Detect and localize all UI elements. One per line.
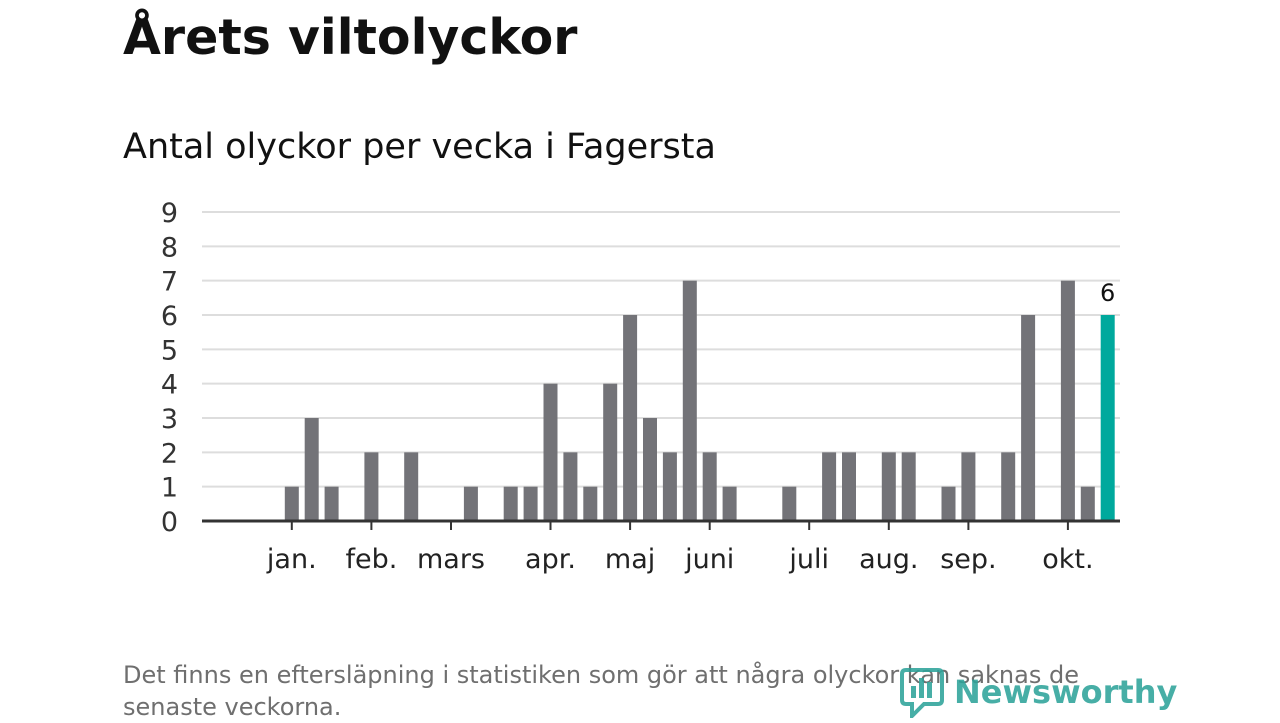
bar-week-7 [364,452,379,521]
bar-week-42 [1060,280,1075,521]
bar-week-4 [304,418,319,521]
y-tick-label-8: 8 [161,232,178,263]
bar-week-34 [901,452,916,521]
data-label-highlight: 6 [1100,279,1115,307]
bar-week-36 [941,486,956,521]
chart-title: Årets viltolyckor [123,9,578,66]
newsworthy-logo: Newsworthy [900,666,1177,718]
y-tick-label-6: 6 [161,301,178,332]
x-tick-label-sep.: sep. [940,544,996,575]
y-tick-label-9: 9 [161,198,178,229]
bar-week-43 [1080,486,1095,521]
x-tick-label-aug.: aug. [859,544,918,575]
x-tick-label-maj: maj [605,544,655,575]
bar-week-44 [1100,315,1115,521]
newsworthy-logo-icon [900,668,944,718]
bar-week-37 [961,452,976,521]
bar-week-39 [1001,452,1016,521]
bar-week-20 [623,315,638,521]
bar-week-40 [1021,315,1036,521]
y-tick-label-0: 0 [161,507,178,538]
y-tick-label-7: 7 [161,267,178,298]
grid-lines [202,211,1120,488]
bar-week-17 [563,452,578,521]
newsworthy-logo-text: Newsworthy [954,673,1178,711]
bar-week-3 [284,486,299,521]
y-axis-ticks: 01 234 567 89 [161,198,178,538]
bar-week-18 [583,486,598,521]
bar-week-22 [662,452,677,521]
y-tick-label-4: 4 [161,370,178,401]
bar-week-25 [722,486,737,521]
bars [284,280,1115,521]
chart-subtitle: Antal olyckor per vecka i Fagersta [123,127,716,167]
bar-week-14 [503,486,518,521]
bar-week-31 [842,452,856,521]
x-tick-label-feb.: feb. [345,544,397,575]
x-tick-label-juni: juni [684,544,734,575]
y-tick-label-2: 2 [161,438,178,469]
x-tick-label-jan.: jan. [266,544,317,575]
y-tick-label-3: 3 [161,404,178,435]
bar-week-24 [702,452,717,521]
bar-week-9 [404,452,419,521]
bar-week-15 [523,486,538,521]
bar-week-19 [603,383,618,521]
x-tick-label-apr.: apr. [525,544,576,575]
x-tick-label-mars: mars [417,544,485,575]
bar-week-5 [324,486,339,521]
bar-week-33 [881,452,896,521]
x-axis-ticks: jan. feb. mars apr. maj juni juli aug. sep. okt. [266,521,1094,575]
bar-week-30 [822,452,837,521]
bar-week-21 [643,418,657,521]
x-tick-label-juli: juli [788,544,829,575]
data-labels: 6 [1100,279,1115,307]
y-tick-label-5: 5 [161,335,178,366]
bar-week-23 [682,280,697,521]
bar-week-16 [543,383,558,521]
bar-week-28 [782,486,797,521]
x-tick-label-okt.: okt. [1042,544,1093,575]
bar-week-12 [463,486,478,521]
y-tick-label-1: 1 [161,473,178,504]
